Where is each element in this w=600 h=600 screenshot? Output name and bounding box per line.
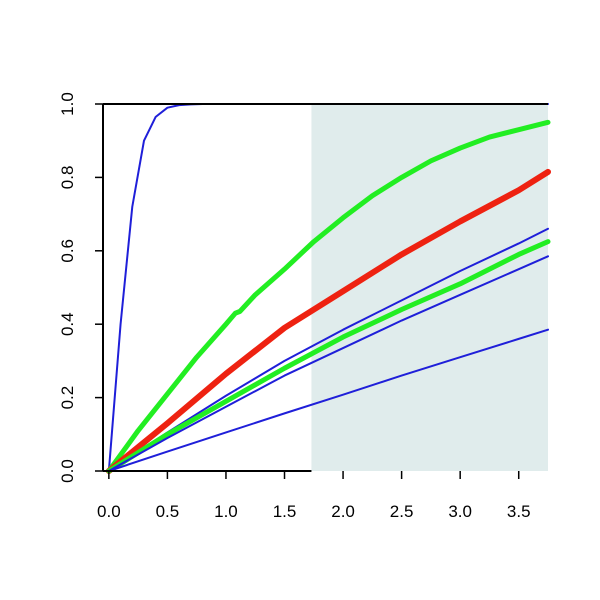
x-tick-label: 2.5	[390, 502, 414, 521]
y-tick-label: 0.0	[58, 459, 77, 483]
series-line-5	[106, 239, 551, 474]
series-line-2	[106, 119, 551, 474]
y-axis: 0.0 0.2 0.4 0.6 0.8 1.0	[58, 92, 103, 483]
series-line-3	[105, 168, 551, 474]
x-tick-label: 0.0	[97, 502, 121, 521]
x-tick-label: 3.5	[507, 502, 531, 521]
x-axis: 0.0 0.5 1.0 1.5 2.0 2.5 3.0 3.5	[97, 471, 531, 521]
series-line-6	[107, 255, 549, 472]
y-tick-label: 0.2	[58, 386, 77, 410]
x-tick-label: 3.0	[448, 502, 472, 521]
x-tick-label: 1.0	[214, 502, 238, 521]
series-layer	[105, 103, 551, 474]
x-tick-label: 2.0	[331, 502, 355, 521]
series-line-4	[107, 227, 549, 472]
y-tick-label: 1.0	[58, 92, 77, 116]
x-tick-label: 0.5	[156, 502, 180, 521]
y-tick-label: 0.8	[58, 166, 77, 190]
y-tick-label: 0.4	[58, 312, 77, 336]
axes-layer	[102, 103, 548, 472]
y-tick-label: 0.6	[58, 239, 77, 263]
series-line-7	[107, 328, 549, 472]
x-tick-label: 1.5	[273, 502, 297, 521]
